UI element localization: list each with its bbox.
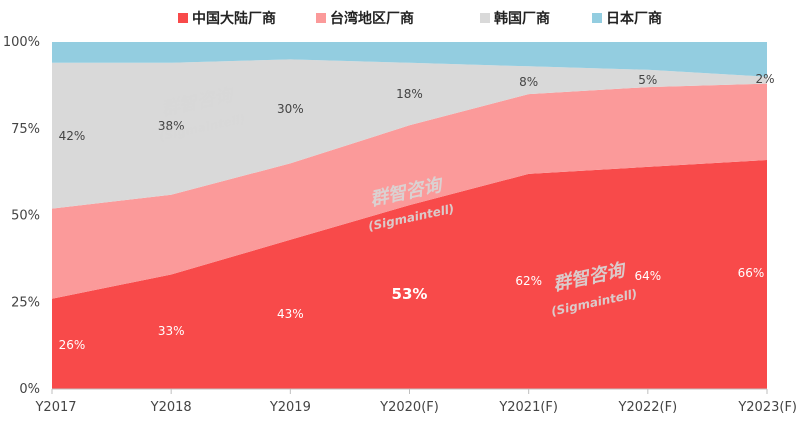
legend-swatch (592, 13, 602, 23)
china-data-label: 26% (59, 338, 86, 352)
y-tick-label: 0% (19, 382, 40, 397)
area-series-0 (52, 160, 767, 389)
x-tick-label: Y2023(F) (737, 400, 797, 415)
x-tick-label: Y2022(F) (618, 400, 678, 415)
korea-data-label: 42% (59, 129, 86, 143)
korea-data-label: 8% (519, 75, 538, 89)
area-series-1 (52, 83, 767, 299)
y-tick-label: 75% (11, 122, 40, 137)
korea-data-label: 38% (158, 119, 185, 133)
legend-label: 中国大陆厂商 (192, 10, 276, 27)
x-tick-label: Y2017 (34, 400, 76, 415)
x-tick-label: Y2020(F) (379, 400, 439, 415)
legend-label: 台湾地区厂商 (330, 10, 414, 27)
china-data-label: 33% (158, 324, 185, 338)
x-tick-label: Y2019 (269, 400, 311, 415)
x-tick-label: Y2021(F) (498, 400, 558, 415)
china-data-label: 66% (738, 266, 765, 280)
area-series-3 (52, 42, 767, 77)
area-series-group (52, 42, 767, 389)
korea-data-label: 18% (396, 87, 423, 101)
legend: 中国大陆厂商 台湾地区厂商 韩国厂商 日本厂商 (178, 10, 662, 27)
legend-swatch (480, 13, 490, 23)
legend-label: 日本厂商 (606, 10, 662, 27)
korea-data-label: 5% (638, 73, 657, 87)
china-data-label: 53% (392, 285, 428, 303)
legend-label: 韩国厂商 (494, 10, 550, 27)
legend-swatch (178, 13, 188, 23)
data-labels-group: 26% 33% 43% 53% 62% 64% 66% 42% 38% 30% 18% 8% 5% 2% (59, 72, 775, 352)
legend-swatch (316, 13, 326, 23)
china-data-label: 43% (277, 307, 304, 321)
axes-group: 0% 25% 50% 75% 100% Y2017 Y2018 Y2019 Y2020(F) Y2… (3, 35, 797, 415)
china-data-label: 62% (515, 274, 542, 288)
y-tick-label: 100% (3, 35, 40, 50)
korea-data-label: 30% (277, 102, 304, 116)
x-tick-label: Y2018 (150, 400, 192, 415)
china-data-label: 64% (634, 269, 661, 283)
korea-data-label: 2% (755, 72, 774, 86)
area-series-2 (52, 59, 767, 209)
y-tick-label: 25% (11, 295, 40, 310)
y-tick-label: 50% (11, 209, 40, 224)
